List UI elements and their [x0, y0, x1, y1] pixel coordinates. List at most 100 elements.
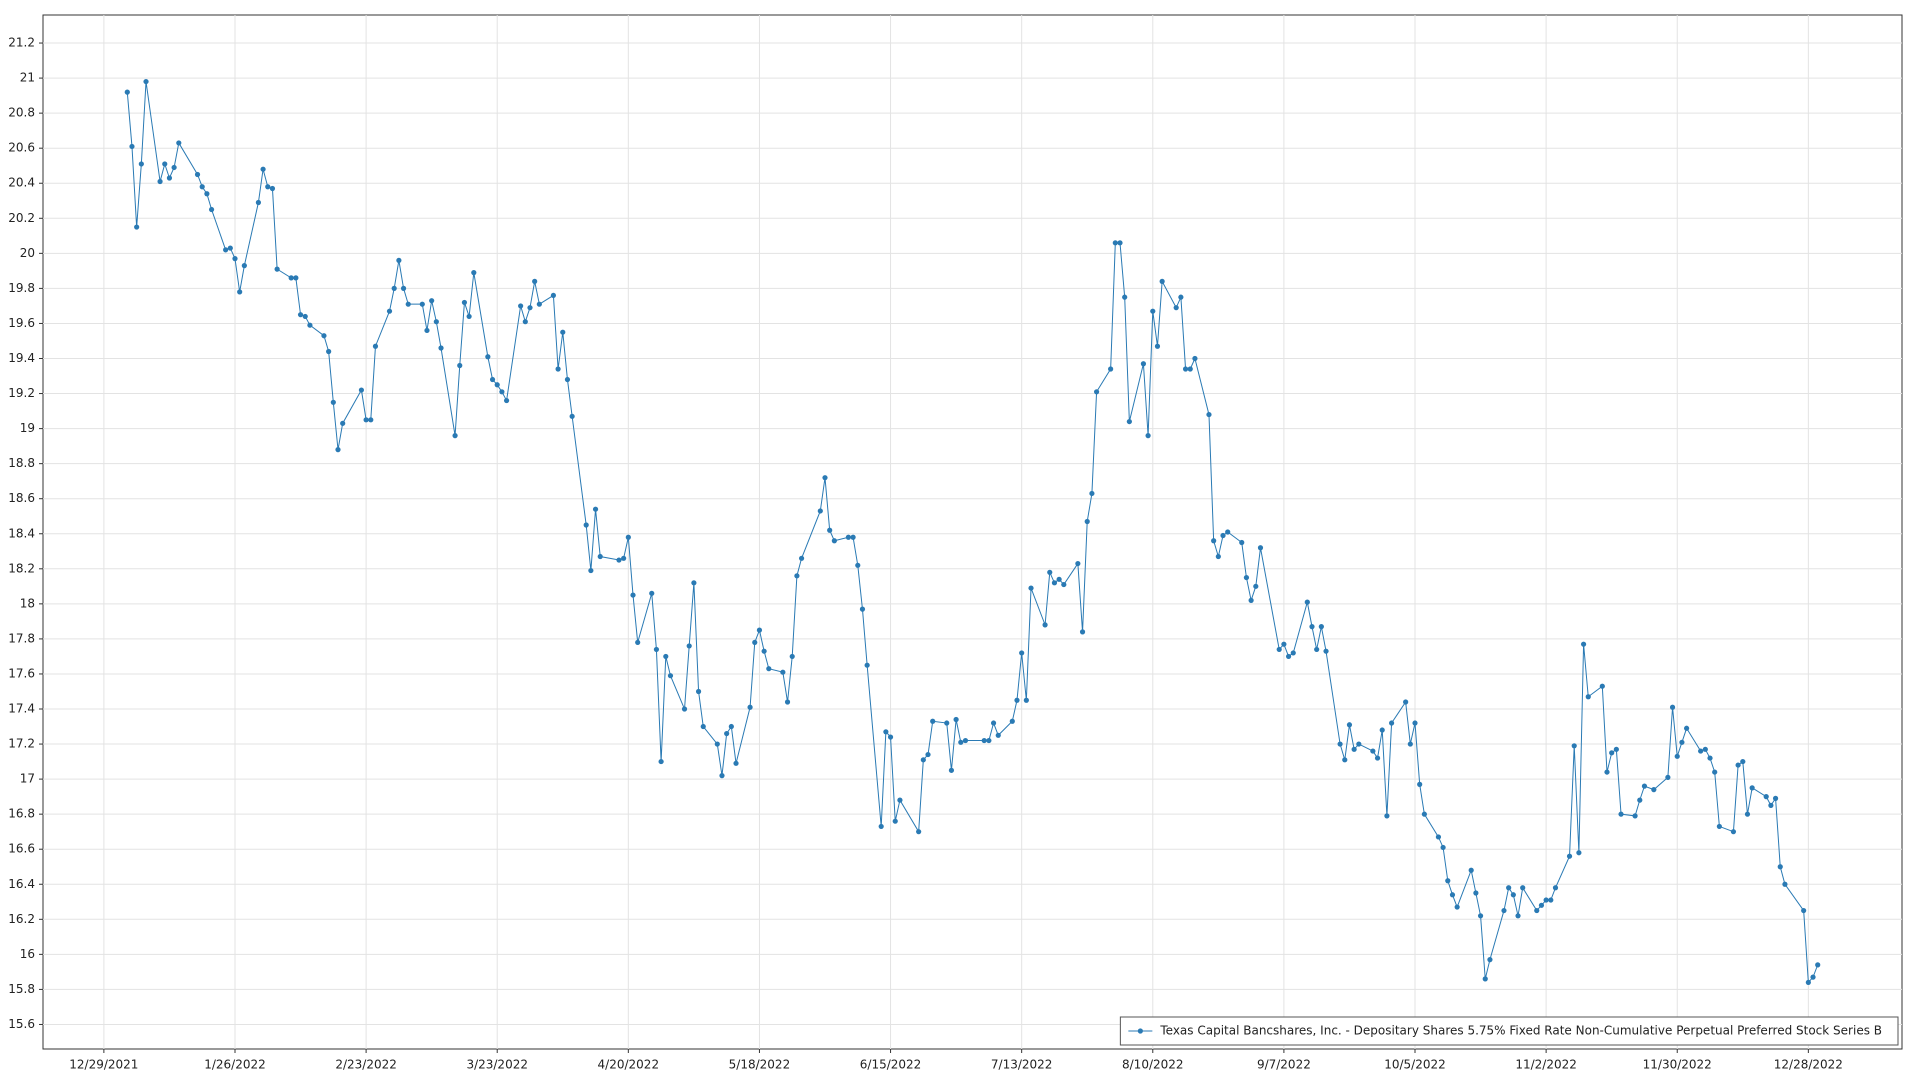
x-tick-label: 6/15/2022	[860, 1058, 922, 1072]
data-point	[859, 606, 866, 612]
data-point	[1482, 976, 1488, 982]
x-tick-label: 8/10/2022	[1122, 1058, 1184, 1072]
y-tick-label: 20.8	[8, 106, 35, 120]
data-point	[855, 562, 861, 568]
data-point	[962, 737, 969, 744]
data-point	[1140, 361, 1147, 367]
data-point	[1248, 597, 1254, 603]
data-point	[916, 829, 922, 835]
data-point	[1730, 829, 1737, 835]
data-point	[297, 312, 304, 318]
data-point	[653, 646, 660, 653]
data-point	[241, 263, 247, 269]
data-point	[1388, 720, 1395, 726]
data-point	[461, 299, 468, 306]
data-point	[700, 723, 706, 730]
data-point	[274, 266, 280, 272]
data-point	[1552, 885, 1559, 891]
data-point	[400, 285, 407, 291]
data-point	[171, 164, 177, 171]
data-point	[1309, 624, 1315, 630]
data-point	[827, 527, 833, 533]
data-point	[845, 534, 852, 540]
data-point	[1515, 913, 1521, 919]
y-tick-label: 19	[20, 421, 35, 435]
data-point	[1243, 574, 1250, 581]
data-point	[1126, 418, 1132, 425]
data-point	[1651, 787, 1657, 793]
data-point	[138, 161, 144, 167]
data-point	[1440, 844, 1446, 851]
data-point	[232, 256, 238, 262]
data-point	[1047, 569, 1053, 575]
y-tick-label: 19.4	[8, 351, 35, 365]
data-point	[1716, 823, 1722, 830]
data-point	[405, 301, 411, 307]
data-point	[784, 699, 791, 705]
y-tick-label: 18.2	[8, 561, 35, 575]
data-point	[335, 447, 341, 453]
data-point	[1342, 757, 1348, 763]
data-point	[1506, 885, 1512, 891]
data-point	[986, 737, 992, 744]
data-point	[1801, 907, 1807, 914]
data-point	[592, 506, 599, 512]
data-point	[307, 322, 313, 328]
y-tick-label: 20.2	[8, 211, 35, 225]
y-tick-label: 21.2	[8, 36, 35, 50]
data-point	[1178, 294, 1184, 300]
data-point	[1276, 646, 1282, 653]
data-point	[1084, 518, 1090, 525]
data-point	[162, 161, 168, 167]
data-point	[1370, 748, 1376, 754]
data-point	[1173, 305, 1179, 311]
data-point	[1641, 783, 1648, 789]
data-point	[1356, 741, 1362, 747]
data-point	[887, 734, 894, 740]
data-point	[1805, 979, 1811, 986]
data-point	[1468, 867, 1474, 873]
data-point	[255, 199, 262, 206]
data-point	[330, 399, 336, 405]
data-point	[1384, 813, 1390, 819]
data-point	[686, 643, 692, 649]
y-tick-label: 17.2	[8, 737, 35, 751]
data-point	[269, 185, 276, 192]
data-point	[1154, 343, 1161, 349]
y-tick-label: 16.2	[8, 912, 35, 926]
data-point	[199, 184, 205, 190]
data-point	[1215, 553, 1221, 560]
data-point	[1520, 885, 1526, 891]
data-point	[756, 627, 763, 633]
data-point	[1182, 366, 1189, 372]
data-point	[1698, 748, 1704, 754]
data-point	[649, 590, 655, 596]
data-point	[995, 732, 1001, 738]
data-point	[1014, 697, 1020, 703]
data-point	[1473, 890, 1479, 896]
data-point	[1417, 781, 1423, 787]
data-point	[368, 417, 374, 423]
data-point	[536, 301, 542, 307]
data-point	[1403, 699, 1409, 705]
y-tick-label: 19.2	[8, 386, 35, 400]
data-point	[485, 354, 491, 360]
data-point	[1187, 366, 1193, 372]
y-tick-label: 19.8	[8, 281, 35, 295]
data-point	[1707, 755, 1713, 761]
data-point	[503, 397, 510, 404]
data-point	[1674, 753, 1680, 759]
data-point	[1145, 433, 1151, 439]
data-point	[489, 376, 496, 383]
data-point	[1346, 722, 1353, 728]
y-tick-label: 18.4	[8, 526, 35, 540]
data-point	[1407, 741, 1413, 747]
data-point	[925, 751, 931, 758]
y-tick-label: 18	[20, 596, 35, 610]
data-point	[1665, 774, 1671, 780]
data-point	[1637, 797, 1643, 803]
data-point	[780, 669, 786, 675]
y-tick-label: 15.6	[8, 1017, 35, 1031]
data-point	[1075, 560, 1081, 567]
data-point	[532, 278, 538, 284]
